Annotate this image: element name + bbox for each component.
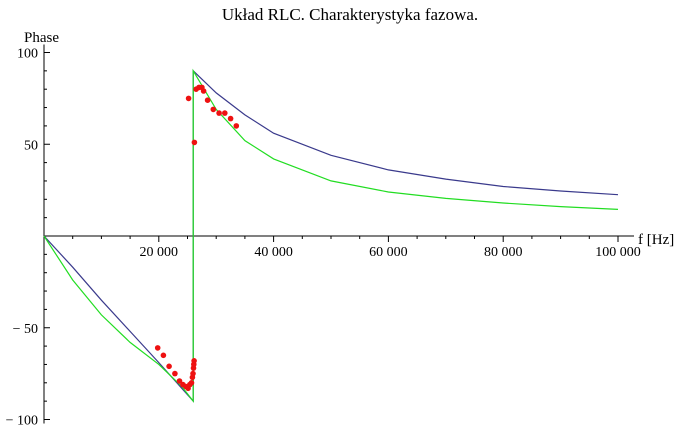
y-tick-label: 50 [24,138,38,153]
data-point [191,139,198,146]
data-point [210,106,217,113]
x-axis-label: f [Hz] [638,232,674,248]
y-tick-label: 100 [17,47,38,62]
series-line-1 [43,68,619,403]
x-tick-label: 80 000 [484,245,523,260]
y-tick-label: − 50 [13,322,38,337]
data-point [154,345,161,351]
data-point [233,123,240,129]
data-point [191,358,197,364]
data-point [190,370,196,377]
y-tick-label: − 100 [6,414,38,429]
x-tick-label: 60 000 [369,245,408,260]
data-point [166,363,172,370]
data-point [188,380,195,386]
axes: 20 000 40 000 60 000 80 000 100 000 100 50 − 50… [6,44,641,429]
data-point [222,110,228,116]
x-tick-label: 40 000 [254,245,293,260]
data-point [172,370,178,377]
chart-title: Układ RLC. Charakterystyka fazowa. [222,5,478,24]
x-tick-label: 100 000 [595,245,641,260]
data-point [216,110,222,116]
data-point [204,97,211,103]
data-point [200,88,207,94]
series-line-0 [43,69,619,403]
data-point [176,378,183,384]
y-axis-label: Phase [24,30,59,46]
x-tick-label: 20 000 [140,245,179,260]
data-point [185,95,192,102]
data-point [227,115,234,122]
series-layer [43,68,619,403]
data-point [160,352,167,359]
